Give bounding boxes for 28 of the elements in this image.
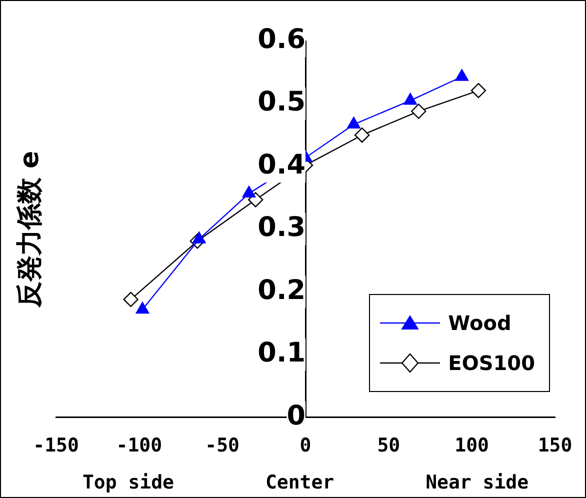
point [404,92,417,105]
point [347,116,360,129]
y-tick-label: 0.1 [258,338,306,369]
point [455,69,469,81]
legend-label: Wood [448,311,512,336]
x-axis-title: Top side Center Near side [82,472,529,494]
point [192,232,206,244]
y-tick-label: 0.2 [258,274,306,306]
y-tick-label: 0.3 [258,212,306,244]
legend-label: EOS100 [448,351,535,376]
x-tick-label: 100 [454,434,489,457]
point [354,128,370,143]
x-tick-label: -100 [116,434,162,457]
x-tick-label: -50 [205,434,240,457]
y-tick-label: 0 [286,400,306,432]
point [470,82,486,98]
point [123,292,138,308]
point [411,104,426,119]
x-tick-label: 150 [538,434,572,457]
x-tick-label: -150 [33,434,79,457]
y-axis-title: 反発力係数 e [14,150,45,309]
point [136,302,150,314]
x-tick-label: 50 [377,434,400,457]
point [248,192,264,208]
y-tick-label: 0.4 [258,149,306,180]
y-tick-label: 0.6 [258,24,306,56]
y-tick-label: 0.5 [258,86,306,118]
point [242,186,256,198]
